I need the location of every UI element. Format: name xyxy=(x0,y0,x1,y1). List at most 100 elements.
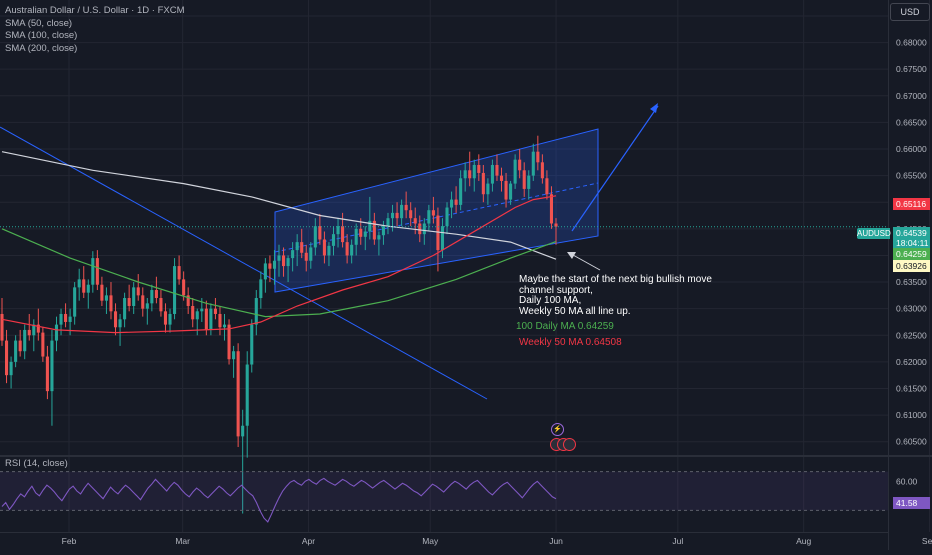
y-tick-label: 0.63500 xyxy=(896,277,927,287)
candle-body xyxy=(14,340,18,362)
candle-body xyxy=(68,316,72,322)
candle-body xyxy=(227,324,231,360)
candle-body xyxy=(0,313,4,341)
candle-body xyxy=(309,247,313,261)
annotation-line-2: channel support, xyxy=(519,284,593,296)
candle-body xyxy=(450,199,454,208)
symbol-price-tag: AUDUSD xyxy=(857,228,891,239)
candle-body xyxy=(259,279,263,299)
candle-body xyxy=(191,305,195,320)
candle-body xyxy=(468,170,472,179)
candle-body xyxy=(159,298,163,312)
y-tick-label: 0.68000 xyxy=(896,38,927,48)
candle-body xyxy=(377,235,381,240)
candle-body xyxy=(104,295,108,301)
x-tick-label: Jul xyxy=(672,536,683,546)
candle-body xyxy=(422,223,426,235)
y-tick-label: 0.66500 xyxy=(896,117,927,127)
candle-body xyxy=(318,226,322,240)
candle-body xyxy=(404,204,408,211)
candle-body xyxy=(150,290,154,304)
candle-body xyxy=(232,351,236,360)
candle-body xyxy=(163,311,168,325)
candle-body xyxy=(86,284,90,293)
candle-body xyxy=(9,361,13,376)
sma-100-legend[interactable]: SMA (100, close) xyxy=(5,30,78,41)
sma-200-legend[interactable]: SMA (200, close) xyxy=(5,42,78,54)
trend-line xyxy=(0,126,488,400)
candle-body xyxy=(386,218,390,227)
candle-body xyxy=(91,258,95,285)
y-tick-label: 0.65500 xyxy=(896,171,927,181)
candle-body xyxy=(463,170,467,179)
idea-annotation[interactable]: Maybe the start of the next big bullish … xyxy=(519,274,712,317)
sma100-price-label: 0.64259 xyxy=(893,248,930,260)
candle-body xyxy=(245,364,249,426)
candle-body xyxy=(73,287,77,317)
candle-body xyxy=(522,170,526,189)
candle-body xyxy=(36,324,40,333)
y-tick-label: 0.67500 xyxy=(896,64,927,74)
annotation-line-3: Daily 100 MA, xyxy=(519,295,582,306)
candle-body xyxy=(504,180,508,200)
symbol-title[interactable]: Australian Dollar / U.S. Dollar · 1D · F… xyxy=(5,5,185,16)
candle-body xyxy=(418,223,422,235)
candle-body xyxy=(64,313,68,322)
candle-body xyxy=(59,313,63,325)
candle-body xyxy=(222,324,227,328)
lightning-icon[interactable]: ⚡ xyxy=(551,423,564,436)
candle-body xyxy=(409,210,413,219)
x-tick-label: Sep xyxy=(922,536,932,546)
candle-body xyxy=(336,226,340,235)
candle-body xyxy=(454,199,458,205)
sma200-line xyxy=(1,151,557,260)
sma100-line xyxy=(1,228,557,318)
candle-body xyxy=(300,242,304,253)
candle-body xyxy=(177,266,181,280)
candle-body xyxy=(436,215,440,251)
candle-body xyxy=(286,258,290,267)
x-tick-label: Mar xyxy=(175,536,190,546)
annotation-pointer xyxy=(572,254,601,271)
candle-body xyxy=(291,250,295,259)
rsi-line xyxy=(1,477,557,523)
candle-body xyxy=(527,175,531,189)
y-tick-label: 0.61000 xyxy=(896,410,927,420)
candle-body xyxy=(209,308,213,330)
candle-body xyxy=(186,295,190,306)
sma-50-legend[interactable]: SMA (50, close) xyxy=(5,17,73,29)
y-tick-label: 0.62500 xyxy=(896,330,927,340)
candle-body xyxy=(281,255,286,267)
x-tick-label: Apr xyxy=(302,536,315,546)
x-tick-label: Feb xyxy=(62,536,77,546)
event-marker-icon[interactable] xyxy=(563,438,576,451)
rsi-value-label: 41.58 xyxy=(893,497,930,509)
candle-body xyxy=(390,212,395,219)
current-price-label: 0.64539 xyxy=(893,227,930,239)
candle-body xyxy=(118,319,122,328)
candle-body xyxy=(54,324,59,341)
events-icon[interactable] xyxy=(550,438,576,451)
candle-body xyxy=(368,220,372,232)
candle-body xyxy=(127,298,131,306)
candle-body xyxy=(250,324,254,365)
candle-body xyxy=(268,263,272,269)
candle-body xyxy=(350,244,354,256)
ma100-annotation[interactable]: 100 Daily MA 0.64259 xyxy=(516,321,614,332)
candle-body xyxy=(218,313,222,328)
candle-body xyxy=(304,252,308,261)
candle-body xyxy=(182,279,186,296)
rsi-legend[interactable]: RSI (14, close) xyxy=(5,458,68,469)
candle-body xyxy=(477,164,481,173)
weekly-ma50-annotation[interactable]: Weekly 50 MA 0.64508 xyxy=(519,337,622,348)
candle-body xyxy=(554,223,558,227)
projection-arrow xyxy=(571,105,659,232)
currency-button[interactable]: USD xyxy=(890,3,930,21)
candle-body xyxy=(236,351,240,437)
y-tick-label: 0.62000 xyxy=(896,357,927,367)
candle-body xyxy=(363,231,367,237)
candle-body xyxy=(254,298,258,325)
x-tick-label: May xyxy=(422,536,439,546)
